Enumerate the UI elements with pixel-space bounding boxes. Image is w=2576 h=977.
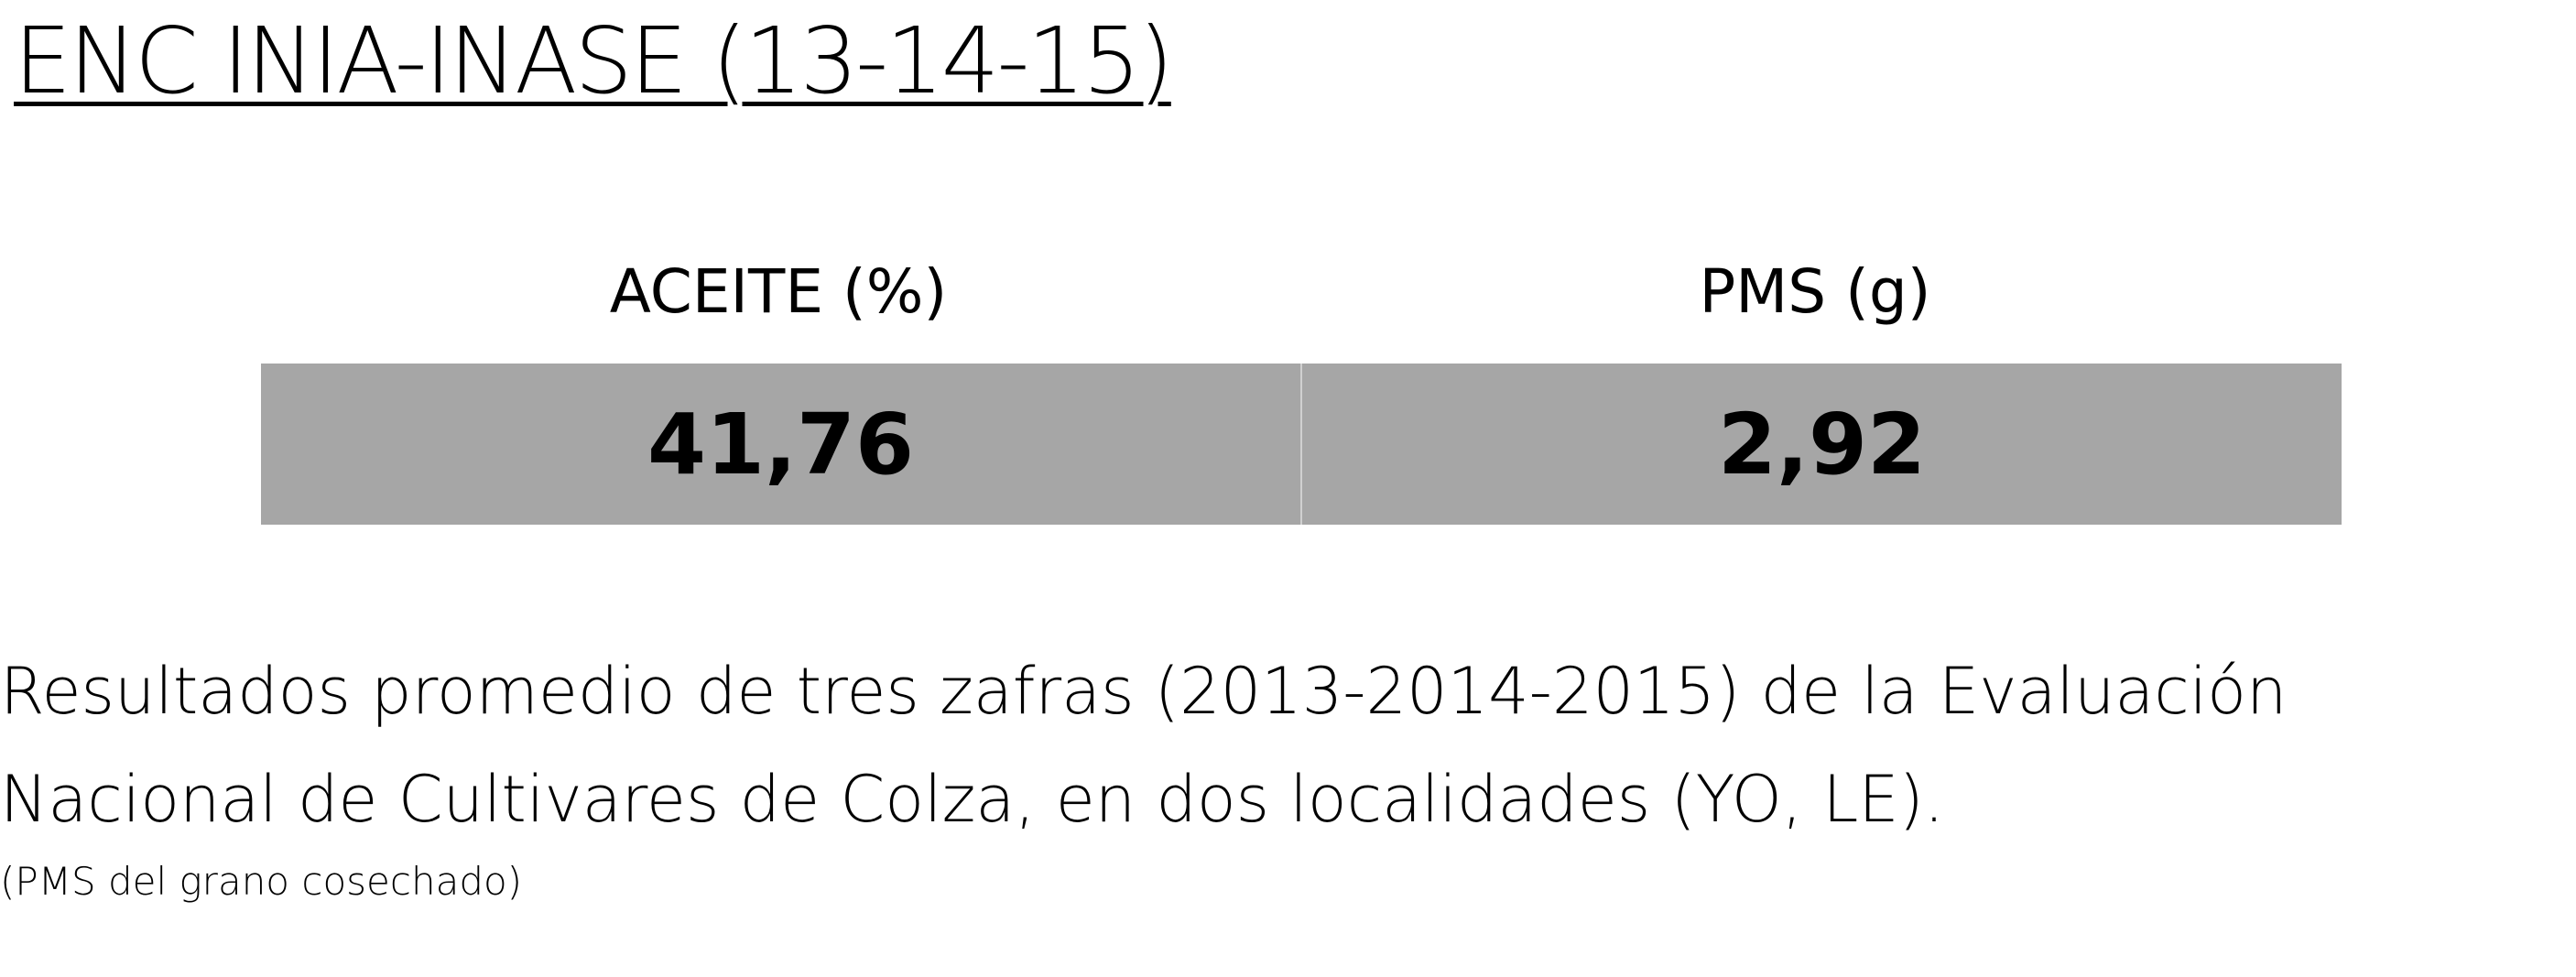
title: ENC INIA-INASE (13-14-15) [14,7,1174,114]
description: Resultados promedio de tres zafras (2013… [0,654,2288,837]
value-row: 41,76 2,92 [261,364,2342,525]
column-header: PMS (g) [1699,256,1931,327]
value-cell: 41,76 [647,395,914,494]
value-cell: 2,92 [1300,364,2342,525]
column-header: ACEITE (%) [609,256,948,327]
note: (PMS del grano cosechado) [0,859,523,904]
